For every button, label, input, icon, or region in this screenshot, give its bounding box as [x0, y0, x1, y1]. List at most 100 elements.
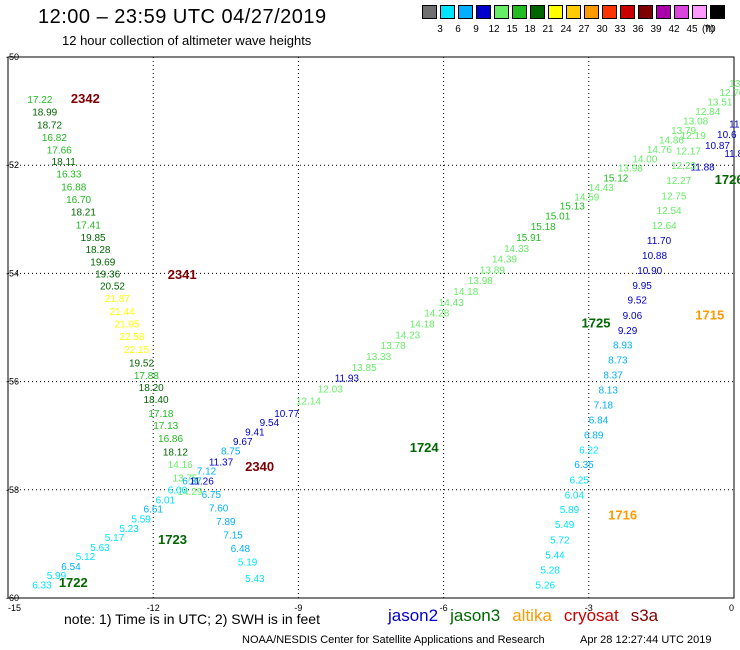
- color-swatch-label: 33: [614, 24, 626, 35]
- wave-height-label: 6.04: [565, 490, 585, 501]
- wave-height-label: 12.27: [666, 176, 691, 187]
- wave-height-label: 21.95: [114, 320, 139, 331]
- wave-height-label: 12.54: [657, 206, 682, 217]
- wave-height-label: 11.26: [190, 476, 215, 487]
- wave-height-label: 19.85: [81, 233, 106, 244]
- color-swatch-label: 24: [560, 24, 572, 35]
- wave-height-label: 5.99: [47, 571, 67, 582]
- wave-height-label: 16.82: [42, 133, 67, 144]
- legend-entry: jason3: [450, 606, 501, 625]
- lat-tick-label: -58: [6, 485, 19, 495]
- wave-height-label: 20.52: [100, 282, 125, 293]
- wave-height-label: 6.75: [202, 490, 222, 501]
- wave-height-label: 5.89: [560, 505, 580, 516]
- wave-height-label: 18.28: [85, 245, 110, 256]
- wave-height-label: 9.29: [618, 326, 638, 337]
- wave-height-label: 5.63: [90, 543, 110, 554]
- wave-height-label: 11.93: [335, 374, 360, 385]
- color-swatch: [512, 5, 527, 19]
- wave-height-label: 6.35: [574, 460, 594, 471]
- wave-height-label: 11.88: [690, 163, 715, 174]
- wave-height-label: 9.54: [260, 418, 280, 429]
- wave-height-label: 12.75: [661, 191, 686, 202]
- wave-height-label: 6.89: [584, 430, 604, 441]
- lat-tick-label: -54: [6, 268, 19, 278]
- wave-height-label: 11.8: [724, 149, 740, 160]
- color-swatch-label: 39: [650, 24, 662, 35]
- wave-height-label: 6.84: [589, 415, 609, 426]
- wave-height-label: 14.43: [439, 298, 464, 309]
- wave-height-label: 9.06: [623, 311, 643, 322]
- color-swatch: [674, 5, 689, 19]
- wave-height-label: 15.01: [545, 211, 570, 222]
- wave-height-label: 6.61: [144, 505, 164, 516]
- pass-time-label: 1715: [695, 307, 724, 322]
- wave-height-label: 14.00: [632, 154, 657, 165]
- wave-height-label: 12.84: [695, 107, 720, 118]
- color-swatch-label: 21: [542, 24, 554, 35]
- wave-height-label: 14.28: [424, 309, 449, 320]
- color-swatch: [710, 5, 725, 19]
- legend-entry: s3a: [630, 606, 659, 625]
- pass-time-label: 1722: [59, 575, 88, 590]
- pass-time-label: 1723: [158, 532, 187, 547]
- wave-height-label: 15.91: [516, 233, 541, 244]
- page-title: 12:00 – 23:59 UTC 04/27/2019: [38, 6, 327, 28]
- wave-height-label: 5.23: [119, 524, 139, 535]
- credit-line: NOAA/NESDIS Center for Satellite Applica…: [242, 634, 545, 646]
- wave-height-label: 10.77: [274, 409, 299, 420]
- wave-height-label: 11.70: [647, 236, 672, 247]
- wave-height-label: 14.33: [504, 244, 529, 255]
- color-swatch-label: 27: [578, 24, 590, 35]
- color-swatch: [458, 5, 473, 19]
- lat-tick-label: -56: [6, 377, 19, 387]
- pass-time-label: 2341: [168, 267, 197, 282]
- footnote: note: 1) Time is in UTC; 2) SWH is in fe…: [64, 611, 320, 627]
- pass-time-label: 2340: [245, 459, 274, 474]
- wave-height-label: 14.18: [453, 287, 478, 298]
- legend-entry: jason2: [388, 606, 439, 625]
- page-subtitle: 12 hour collection of altimeter wave hei…: [62, 33, 312, 48]
- wave-height-label: 17.22: [27, 95, 52, 106]
- wave-height-label: 6.00: [168, 486, 188, 497]
- wave-height-label: 11: [729, 119, 740, 130]
- wave-height-label: 6.37: [182, 476, 202, 487]
- lon-tick-label: 0: [729, 603, 734, 613]
- wave-height-label: 12.17: [676, 146, 701, 157]
- color-swatch-label: 42: [668, 24, 680, 35]
- color-swatch: [548, 5, 563, 19]
- color-scale-unit: (ft): [702, 24, 715, 35]
- wave-height-label: 10.6: [717, 130, 737, 141]
- wave-height-label: 5.28: [540, 566, 560, 577]
- wave-height-label: 16.70: [66, 195, 91, 206]
- wave-height-label: 13.98: [468, 276, 493, 287]
- wave-height-label: 21.87: [105, 294, 130, 305]
- wave-height-label: 6.48: [231, 544, 251, 555]
- wave-height-label: 16.86: [158, 434, 183, 445]
- color-swatch-label: 30: [596, 24, 608, 35]
- wave-height-label: 5.19: [238, 558, 258, 569]
- wave-height-label: 6.54: [61, 562, 81, 573]
- wave-height-label: 15.13: [560, 202, 585, 213]
- wave-height-label: 14.23: [395, 330, 420, 341]
- wave-height-label: 22.15: [124, 345, 149, 356]
- pass-time-label: 1724: [410, 440, 440, 455]
- lat-tick-label: -52: [6, 160, 19, 170]
- wave-height-label: 14.18: [410, 320, 435, 331]
- wave-height-label: 17.41: [76, 220, 101, 231]
- wave-height-label: 12.23: [671, 161, 696, 172]
- pass-time-label: 1726: [715, 172, 740, 187]
- wave-height-label: 14.39: [492, 255, 517, 266]
- wave-height-label: 13.78: [381, 341, 406, 352]
- wave-height-label: 17.13: [153, 421, 178, 432]
- color-swatch-label: 18: [524, 24, 536, 35]
- color-swatch: [584, 5, 599, 19]
- wave-height-label: 5.49: [555, 520, 575, 531]
- wave-height-label: 17.88: [134, 371, 159, 382]
- wave-height-label: 19.52: [129, 358, 154, 369]
- lat-tick-label: -60: [6, 593, 19, 603]
- wave-height-label: 13.79: [671, 126, 696, 137]
- wave-height-label: 18.11: [52, 157, 77, 168]
- color-swatch: [440, 5, 455, 19]
- wave-height-label: 5.44: [545, 551, 565, 562]
